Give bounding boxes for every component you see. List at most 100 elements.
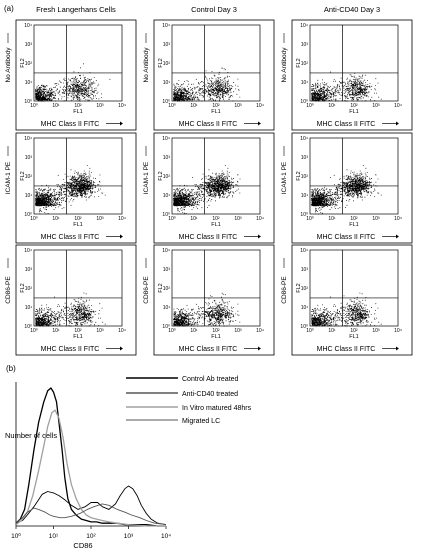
x-tick-label: 10⁰	[306, 103, 314, 109]
inner-y-label: FL2	[296, 58, 302, 67]
dot-plot-frame	[15, 132, 137, 244]
y-tick-label: 10⁴	[162, 248, 170, 254]
arrow-head-icon	[396, 121, 399, 126]
column-title-control: Control Day 3	[191, 5, 237, 14]
dot-events	[311, 165, 382, 215]
y-tick-label: 10³	[163, 42, 171, 48]
mhc-axis-title: MHC Class II FITC	[179, 234, 238, 241]
x-tick-label: 10³	[234, 216, 242, 222]
plot-area	[33, 249, 123, 327]
inner-x-label: FL1	[211, 222, 220, 228]
y-tick-label: 10²	[301, 61, 309, 67]
x-tick-label: 10¹	[328, 103, 336, 109]
y-tick-label: 10¹	[25, 80, 33, 86]
x-tick-label: 10⁴	[394, 328, 402, 334]
row-side-label: CD86-PE	[143, 276, 150, 304]
y-tick-label: 10³	[25, 267, 33, 273]
x-tick-label: 10²	[350, 103, 358, 109]
y-tick-label: 10²	[163, 61, 171, 67]
y-tick-label: 10²	[301, 174, 309, 180]
y-tick-label: 10⁴	[24, 23, 32, 29]
y-tick-label: 10¹	[25, 305, 33, 311]
mhc-axis-title: MHC Class II FITC	[179, 121, 238, 128]
x-tick-label: 10⁴	[118, 103, 126, 109]
dot-plot-frame	[291, 244, 413, 356]
y-tick-label: 10⁴	[162, 136, 170, 142]
histogram-x-tick-label: 10⁰	[11, 532, 21, 540]
y-tick-label: 10⁰	[24, 212, 32, 218]
x-tick-label: 10³	[372, 216, 380, 222]
arrow-head-icon	[258, 346, 261, 351]
inner-y-label: FL2	[20, 58, 26, 67]
y-tick-label: 10⁰	[162, 324, 170, 330]
y-tick-label: 10²	[301, 286, 309, 292]
y-tick-label: 10³	[163, 155, 171, 161]
arrow-head-icon	[258, 121, 261, 126]
y-tick-label: 10⁴	[24, 136, 32, 142]
y-tick-label: 10³	[163, 267, 171, 273]
inner-x-label: FL1	[349, 222, 358, 228]
histogram-x-tick-label: 10²	[86, 533, 96, 540]
x-tick-label: 10³	[96, 103, 104, 109]
x-tick-label: 10¹	[190, 103, 198, 109]
dot-events	[173, 165, 241, 215]
y-tick-label: 10²	[25, 286, 33, 292]
column-titles: Fresh Langerhans Cells Control Day 3 Ant…	[36, 5, 380, 14]
inner-y-label: FL2	[158, 283, 164, 292]
x-tick-label: 10⁰	[306, 216, 314, 222]
x-tick-label: 10⁰	[306, 328, 314, 334]
x-tick-label: 10¹	[328, 328, 336, 334]
mhc-axis-title: MHC Class II FITC	[41, 121, 100, 128]
cd86-histogram: 10⁰ 10¹ 10² 10³ 10⁴ CD86 Number of cells Contro…	[5, 376, 252, 550]
y-tick-label: 10⁴	[300, 136, 308, 142]
dot-plot-frame	[291, 19, 413, 131]
x-tick-label: 10⁴	[394, 216, 402, 222]
y-tick-label: 10³	[301, 155, 309, 161]
y-tick-label: 10²	[163, 174, 171, 180]
dot-plot-frame	[15, 19, 137, 131]
dot-events	[35, 63, 111, 102]
x-tick-label: 10⁴	[118, 216, 126, 222]
x-tick-label: 10²	[74, 328, 82, 334]
y-tick-label: 10¹	[163, 193, 171, 199]
plot-area	[33, 137, 123, 215]
inner-x-label: FL1	[73, 222, 82, 228]
x-tick-label: 10²	[350, 328, 358, 334]
y-tick-label: 10⁴	[300, 23, 308, 29]
y-tick-label: 10⁰	[300, 99, 308, 105]
histogram-x-tick-label: 10¹	[49, 533, 59, 540]
x-tick-label: 10⁰	[30, 328, 38, 334]
inner-x-label: FL1	[73, 109, 82, 115]
legend-entry: In Vitro matured 48hrs	[182, 405, 252, 412]
row-side-label: No Antibody	[143, 47, 150, 83]
plot-area	[309, 137, 399, 215]
x-tick-label: 10³	[234, 103, 242, 109]
inner-y-label: FL2	[20, 171, 26, 180]
column-title-anticd40: Anti-CD40 Day 3	[324, 5, 380, 14]
row-side-label: ICAM-1 PE	[143, 161, 150, 194]
y-tick-label: 10²	[25, 174, 33, 180]
plot-area	[171, 24, 261, 102]
x-tick-label: 10⁴	[256, 328, 264, 334]
inner-x-label: FL1	[73, 334, 82, 340]
mhc-axis-title: MHC Class II FITC	[179, 346, 238, 353]
x-tick-label: 10⁴	[118, 328, 126, 334]
dot-plot-frame	[153, 244, 275, 356]
histogram-x-tick-label: 10³	[124, 533, 134, 540]
y-tick-label: 10⁴	[162, 23, 170, 29]
y-tick-label: 10⁰	[24, 324, 32, 330]
x-tick-label: 10²	[74, 103, 82, 109]
x-tick-label: 10¹	[190, 328, 198, 334]
dot-events	[311, 292, 382, 327]
arrow-head-icon	[120, 234, 123, 239]
dot-events	[173, 67, 241, 102]
x-tick-label: 10²	[212, 216, 220, 222]
arrow-head-icon	[396, 346, 399, 351]
legend-entry: Control Ab treated	[182, 376, 239, 383]
